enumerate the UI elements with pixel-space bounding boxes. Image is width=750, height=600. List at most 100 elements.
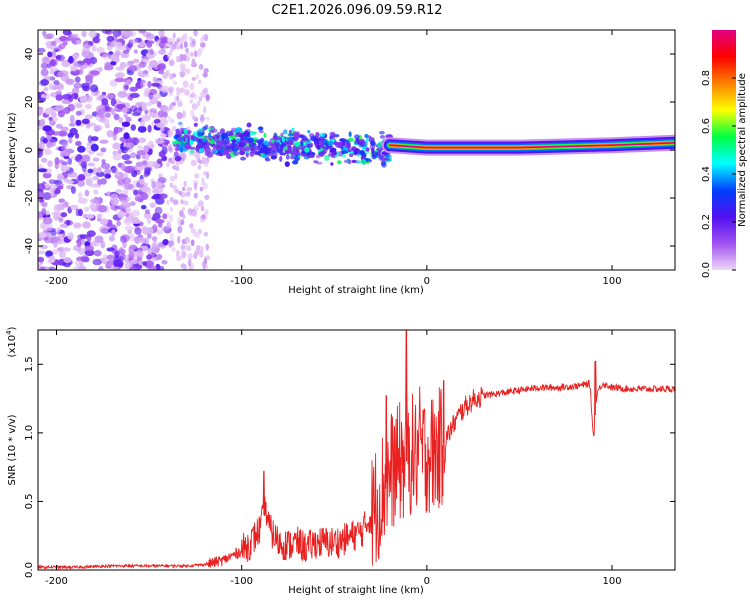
spectrogram-cell bbox=[67, 31, 73, 37]
spectrogram-cell bbox=[111, 249, 121, 255]
spectrogram-cell bbox=[60, 150, 65, 158]
spectrogram-cell bbox=[110, 60, 117, 66]
spectrogram-cell bbox=[197, 138, 205, 144]
spectrogram-cell bbox=[359, 141, 366, 147]
spectrogram-cell bbox=[107, 259, 114, 267]
spectrogram-cell bbox=[124, 254, 129, 261]
spectrogram-cell bbox=[53, 80, 60, 86]
spectrogram-cell bbox=[182, 264, 187, 270]
spectrogram-cell bbox=[75, 208, 80, 217]
spectrogram-cell bbox=[232, 147, 240, 152]
spectrogram-cell bbox=[110, 197, 119, 206]
spectrogram-cell bbox=[134, 227, 142, 235]
spectrogram-cell bbox=[385, 134, 389, 138]
spectrogram-cell bbox=[170, 118, 175, 124]
spectrogram-cell bbox=[195, 73, 199, 80]
spectrogram-cell bbox=[148, 112, 155, 117]
spectrogram-cell bbox=[120, 235, 127, 244]
spectrogram-cell bbox=[48, 83, 55, 90]
spectrogram-cell bbox=[134, 81, 144, 89]
spectrogram-cell bbox=[224, 149, 230, 156]
spectrogram-cell bbox=[41, 57, 50, 64]
spectrogram-cell bbox=[90, 70, 100, 76]
spectrogram-cell bbox=[73, 266, 84, 270]
spectrogram-y-label: Frequency (Hz) bbox=[7, 112, 18, 188]
spectrogram-cell bbox=[124, 102, 130, 109]
spectrogram-cell bbox=[287, 136, 294, 141]
spectrogram-cell bbox=[128, 251, 135, 259]
spectrogram-cell bbox=[156, 101, 162, 108]
snr-y-tick-label: 1.5 bbox=[24, 356, 35, 372]
spectrogram-cell bbox=[47, 266, 57, 270]
spectrogram-cell bbox=[297, 154, 302, 159]
spectrogram-cell bbox=[365, 138, 369, 143]
spectrogram-cell bbox=[82, 44, 92, 49]
spectrogram-cell bbox=[115, 189, 123, 194]
spectrogram-y-tick-label: -20 bbox=[24, 190, 35, 206]
spectrogram-cell bbox=[180, 192, 186, 198]
spectrogram-cell bbox=[189, 99, 194, 104]
spectrogram-cell bbox=[42, 125, 52, 132]
spectrogram-cell bbox=[49, 44, 58, 51]
spectrogram-cell bbox=[38, 263, 42, 269]
spectrogram-cell bbox=[100, 163, 111, 169]
spectrogram-cell bbox=[77, 145, 86, 153]
spectrogram-cell bbox=[82, 221, 91, 229]
spectrogram-cell bbox=[55, 94, 64, 101]
spectrogram-cell bbox=[175, 44, 180, 50]
spectrogram-cell bbox=[84, 206, 90, 212]
spectrogram-cell bbox=[379, 130, 385, 135]
spectrogram-cell bbox=[151, 243, 157, 250]
spectrogram-cell bbox=[121, 121, 131, 127]
spectrogram-cell bbox=[111, 165, 117, 174]
spectrogram-cell bbox=[38, 147, 43, 155]
spectrogram-cell bbox=[186, 186, 193, 192]
spectrogram-cell bbox=[217, 139, 225, 145]
spectrogram-cell bbox=[121, 201, 127, 206]
spectrogram-cell bbox=[172, 32, 176, 39]
snr-x-tick-label: -100 bbox=[230, 576, 253, 587]
spectrogram-cell bbox=[74, 76, 81, 83]
snr-ticks: -200 -100 0 100 0.0 0.5 1.0 1.5 bbox=[24, 330, 675, 587]
snr-panel: -200 -100 0 100 0.0 0.5 1.0 1.5 Height of strai… bbox=[5, 326, 676, 596]
spectrogram-cell bbox=[119, 61, 127, 69]
spectrogram-cell bbox=[97, 108, 106, 115]
spectrogram-cell bbox=[74, 260, 83, 267]
snr-series-line bbox=[38, 330, 675, 570]
snr-x-tick-label: 100 bbox=[602, 576, 621, 587]
spectrogram-cell bbox=[128, 65, 138, 72]
spectrogram-cell bbox=[169, 91, 173, 97]
spectrogram-cell bbox=[68, 137, 73, 144]
spectrogram-cell bbox=[197, 200, 204, 208]
spectrogram-cell bbox=[92, 175, 99, 181]
spectrogram-cell bbox=[199, 186, 204, 192]
spectrogram-cell bbox=[47, 51, 53, 58]
spectrogram-cell bbox=[40, 266, 46, 270]
spectrogram-cell bbox=[50, 188, 55, 197]
spectrogram-cell bbox=[193, 30, 198, 37]
spectrogram-cell bbox=[109, 235, 115, 242]
spectrogram-cell bbox=[370, 140, 376, 146]
spectrogram-cell bbox=[51, 111, 57, 118]
spectrogram-cell bbox=[92, 258, 102, 266]
spectrogram-cell bbox=[205, 116, 210, 121]
spectrogram-cell bbox=[139, 137, 146, 143]
spectrogram-cell bbox=[215, 152, 220, 156]
spectrogram-cell bbox=[166, 52, 171, 60]
spectrogram-cell bbox=[77, 241, 82, 248]
spectrogram-cell bbox=[59, 159, 64, 164]
spectrogram-cell bbox=[147, 248, 152, 254]
spectrogram-cell bbox=[101, 98, 109, 106]
spectrogram-cell bbox=[136, 150, 147, 156]
spectrogram-cell bbox=[100, 178, 107, 185]
spectrogram-cell bbox=[84, 249, 95, 257]
spectrogram-cell bbox=[38, 168, 48, 173]
spectrogram-cell bbox=[288, 133, 293, 137]
spectrogram-cell bbox=[149, 144, 155, 149]
spectrogram-cell bbox=[84, 176, 95, 184]
spectrogram-cell bbox=[200, 42, 206, 48]
spectrogram-cell bbox=[49, 69, 54, 75]
figure-title: C2E1.2026.096.09.59.R12 bbox=[271, 3, 442, 18]
snr-y-tick-label: 0.5 bbox=[24, 493, 35, 509]
